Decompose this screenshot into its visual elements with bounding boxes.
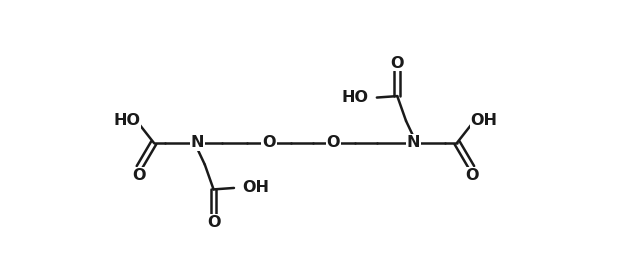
Text: O: O: [326, 135, 340, 150]
Text: N: N: [191, 135, 204, 150]
Text: N: N: [406, 135, 420, 150]
Text: O: O: [262, 135, 276, 150]
Text: HO: HO: [342, 90, 369, 105]
Text: O: O: [465, 168, 479, 183]
Text: O: O: [132, 168, 145, 183]
Text: OH: OH: [242, 180, 269, 195]
Text: O: O: [390, 56, 404, 71]
Text: HO: HO: [113, 113, 140, 128]
Text: OH: OH: [470, 113, 498, 128]
Text: O: O: [207, 215, 220, 230]
